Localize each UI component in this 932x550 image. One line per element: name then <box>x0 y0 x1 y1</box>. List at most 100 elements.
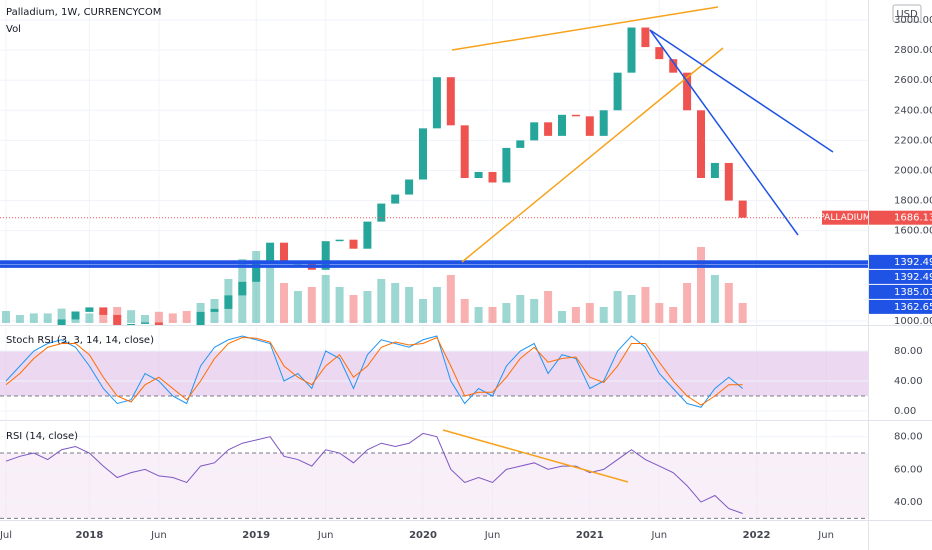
volume-bar <box>252 251 261 323</box>
level-label-box <box>869 299 932 314</box>
candle <box>474 171 483 178</box>
level-label: 1392.49 <box>894 272 932 283</box>
candle <box>57 319 66 325</box>
volume-bar <box>15 315 24 323</box>
volume-bar <box>697 247 705 323</box>
volume-label: Vol <box>6 24 21 35</box>
volume-bar <box>613 291 622 323</box>
candle <box>627 27 636 73</box>
trendline <box>442 429 629 483</box>
band <box>0 351 868 396</box>
volume-bar <box>669 307 678 323</box>
volume-bar <box>558 311 566 323</box>
level-label: 1362.65 <box>894 302 932 313</box>
y-tick-label: 2200.00 <box>894 135 932 146</box>
candle <box>196 311 205 325</box>
volume-bar <box>85 313 94 323</box>
y-tick-label: 40.00 <box>894 376 923 387</box>
volume-bar <box>571 307 580 323</box>
trendlines <box>442 6 834 483</box>
y-tick-label: 40.00 <box>894 497 923 508</box>
candle <box>363 221 372 249</box>
x-tick-label: Jun <box>150 530 167 541</box>
y-tick-label: 1800.00 <box>894 196 932 207</box>
volume-bar <box>293 291 302 323</box>
trendline <box>461 47 724 263</box>
price-pane <box>0 0 868 331</box>
candle <box>419 128 427 180</box>
volume-bar <box>154 311 163 323</box>
candle <box>266 242 275 264</box>
x-tick-label: 2021 <box>576 530 604 541</box>
y-tick-label: 80.00 <box>894 346 923 357</box>
volume-bar <box>182 311 191 323</box>
band <box>0 453 868 519</box>
volume-bar <box>419 299 427 323</box>
candle <box>154 322 163 325</box>
rsi-pane <box>0 422 868 520</box>
candle <box>113 314 122 325</box>
candle <box>724 162 733 201</box>
y-tick-label: 2600.00 <box>894 75 932 86</box>
candle <box>585 116 594 136</box>
candle <box>169 328 177 331</box>
trendline <box>451 6 719 51</box>
x-tick-label: 2019 <box>242 530 270 541</box>
candle <box>516 140 525 148</box>
level-label: 1392.49 <box>894 257 932 268</box>
volume-bar <box>655 303 664 323</box>
series-line <box>5 335 744 408</box>
level-label-box <box>869 254 932 269</box>
volume-bar <box>530 299 539 323</box>
volume-bar <box>544 291 553 323</box>
x-tick-label: Jun <box>484 530 501 541</box>
x-tick-label: Jun <box>650 530 667 541</box>
candle <box>335 239 344 242</box>
last-price-box <box>869 210 932 225</box>
volume-bar <box>738 303 747 323</box>
currency-box[interactable] <box>892 4 922 23</box>
level-label: 1385.03 <box>894 287 932 298</box>
volume-bar <box>99 311 108 323</box>
x-tick-label: 2022 <box>743 530 771 541</box>
candle <box>544 122 553 136</box>
trendline <box>649 29 799 236</box>
volume-bar <box>446 275 455 323</box>
volume-bar <box>516 295 525 323</box>
candle <box>558 114 566 136</box>
candle <box>432 77 441 129</box>
stoch-pane <box>0 327 868 420</box>
volume-bar <box>585 303 594 323</box>
candle <box>321 241 330 270</box>
candle <box>405 179 414 195</box>
y-tick-label: 1000.00 <box>894 316 932 327</box>
chart-title: Palladium, 1W, CURRENCYCOM <box>6 7 161 18</box>
level-label-box <box>869 284 932 299</box>
candle <box>446 77 455 126</box>
volume-bar <box>599 307 608 323</box>
volume-bar <box>502 303 511 323</box>
candle <box>127 323 136 325</box>
x-tick-label: Jun <box>817 530 834 541</box>
volume-bar <box>29 313 38 323</box>
x-tick-label: 2020 <box>409 530 437 541</box>
trendline <box>649 29 834 153</box>
volume-bar <box>307 287 316 323</box>
candle <box>571 114 580 117</box>
volume-bar <box>460 299 469 323</box>
y-tick-label: 2800.00 <box>894 45 932 56</box>
volume-bar <box>432 287 441 323</box>
y-tick-label: 60.00 <box>894 464 923 475</box>
candle <box>238 281 247 296</box>
candle <box>377 203 386 222</box>
candle <box>141 322 149 324</box>
volume-bar <box>488 307 497 323</box>
volume-bar <box>335 287 344 323</box>
volume-bar <box>168 313 177 323</box>
candle <box>488 171 497 183</box>
volume-bar <box>474 307 483 323</box>
candle <box>697 110 705 178</box>
candle <box>738 200 747 218</box>
volume-bar <box>405 287 414 323</box>
